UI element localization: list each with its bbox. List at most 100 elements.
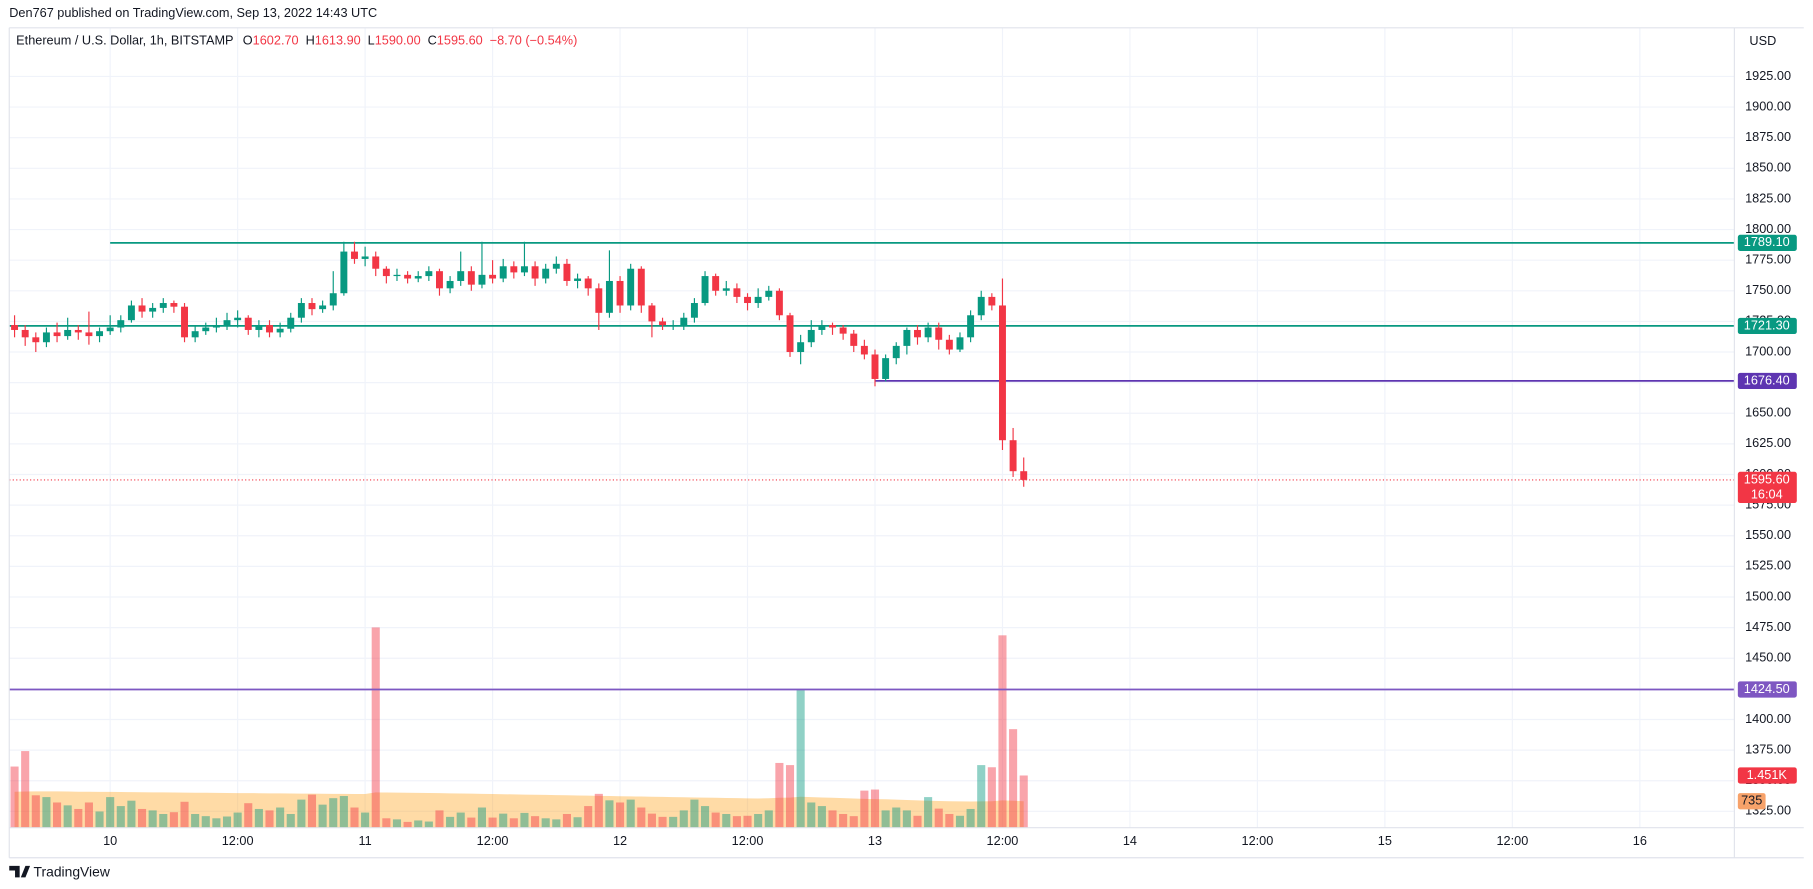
candle-body (425, 271, 433, 277)
volume-bar (1019, 775, 1028, 828)
candle-body (181, 306, 188, 338)
level-label-box (1737, 681, 1797, 698)
y-tick-label: 1625.00 (1745, 435, 1791, 450)
volume-bar (690, 799, 699, 828)
y-tick-label: 1500.00 (1745, 588, 1791, 603)
volume-bar (148, 810, 157, 828)
volume-bar (244, 803, 253, 828)
level-label-box (1737, 317, 1797, 335)
candle-body (393, 274, 401, 277)
candle-body (436, 271, 443, 289)
volume-bar (254, 808, 263, 828)
x-tick-label: 12:00 (477, 833, 509, 848)
candle-body (53, 332, 61, 337)
volume-bar (998, 635, 1007, 828)
candle-body (775, 290, 783, 316)
candle-body (733, 288, 741, 297)
legend-key: L (368, 33, 375, 48)
countdown: 16:04 (1751, 486, 1783, 501)
candle-body (648, 305, 656, 322)
volume-bar (870, 789, 880, 828)
candle-body (234, 317, 242, 321)
volume-bar (531, 816, 540, 828)
last-price-box (1737, 471, 1797, 504)
volume-bar (775, 762, 784, 828)
legend-key: O (243, 33, 253, 48)
level-label: 1676.40 (1744, 372, 1790, 387)
level-label: 1789.10 (1744, 234, 1790, 249)
volume-bar (212, 818, 221, 828)
candle-body (818, 325, 826, 330)
candle-body (372, 256, 380, 269)
candle-body (945, 339, 953, 350)
volume-bar (860, 790, 869, 828)
volume-bar (637, 807, 646, 828)
candle-body (712, 276, 720, 291)
candle-body (531, 266, 539, 279)
candle-body (669, 325, 677, 327)
y-tick-label: 1550.00 (1745, 527, 1791, 542)
legend-key: C (428, 33, 437, 48)
candle-body (829, 325, 836, 328)
volume-bar (987, 767, 996, 828)
candle-body (882, 358, 890, 379)
candle-body (351, 251, 358, 259)
volume-bar (669, 816, 678, 828)
y-tick-label: 1650.00 (1745, 405, 1791, 420)
volume-bar (955, 815, 965, 828)
y-tick-label: 1375.00 (1745, 741, 1791, 756)
candle-body (722, 288, 730, 291)
volume-ma-label-box (1737, 793, 1766, 810)
volume-bar (509, 818, 518, 828)
volume-bar (892, 807, 901, 828)
candle-body (446, 280, 454, 289)
volume-bar (605, 800, 614, 828)
volume-bar (839, 813, 848, 828)
candle-body (223, 320, 231, 326)
volume-bar (84, 802, 93, 828)
volume-bar (499, 813, 508, 828)
volume-bar (807, 802, 816, 828)
candle-body (584, 278, 592, 289)
volume-bar (361, 812, 370, 828)
volume-bar (711, 812, 720, 828)
volume-bar (403, 821, 412, 828)
candle-body (659, 321, 667, 326)
candle-body (96, 331, 104, 337)
candle-body (319, 305, 327, 310)
candle-body (786, 315, 794, 353)
y-tick-label: 1900.00 (1745, 98, 1791, 113)
x-tick-label: 10 (103, 833, 117, 848)
candle-body (467, 271, 475, 285)
candle-body (935, 327, 943, 340)
y-tick-label: 1475.00 (1745, 619, 1791, 634)
candle-body (191, 331, 199, 338)
candle-body (520, 266, 528, 273)
candle-body (637, 268, 645, 306)
volume-bar (191, 813, 200, 828)
x-tick-label: 12:00 (1242, 833, 1274, 848)
candle-body (457, 271, 465, 281)
candle-body (489, 274, 497, 279)
candle-body (595, 288, 603, 313)
volume-bar (902, 810, 911, 828)
volume-bar (647, 813, 656, 828)
candle-body (361, 256, 369, 259)
candle-body (754, 296, 762, 304)
volume-bar (392, 819, 402, 828)
x-tick-label: 16 (1633, 833, 1647, 848)
x-tick-label: 11 (359, 833, 372, 848)
volume-bar (785, 765, 795, 828)
candle-body (478, 274, 486, 285)
brand: TradingView (34, 863, 111, 879)
y-tick-label: 1850.00 (1745, 160, 1791, 175)
volume-bar (541, 818, 550, 828)
candle-body (138, 305, 146, 312)
axes: 10 12:00 11 12:00 12 12:00 13 12:00 14 12:00 15 12:… (103, 68, 1797, 848)
volume-bar (722, 813, 731, 828)
candle-body (956, 337, 964, 350)
volume-bar (934, 808, 943, 828)
candle-body (106, 327, 114, 332)
volume-bar (796, 689, 805, 828)
volume-bar (977, 765, 986, 828)
